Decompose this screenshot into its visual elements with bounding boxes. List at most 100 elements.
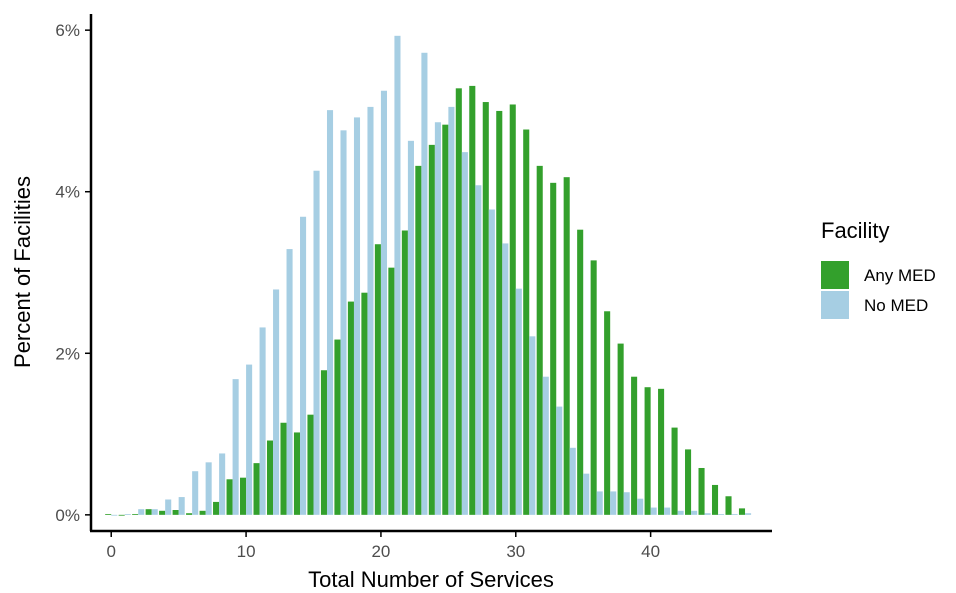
bar-no-med-9 [232,379,239,515]
legend-title: Facility [821,218,889,243]
bars-group [105,35,752,516]
bar-no-med-5 [178,497,185,515]
bar-no-med-1 [124,514,131,515]
bar-no-med-30 [515,288,522,515]
bar-no-med-14 [300,216,307,515]
bar-any-med-38 [617,343,624,515]
bar-any-med-6 [186,513,193,515]
bar-any-med-12 [266,440,274,515]
bar-no-med-41 [664,507,671,515]
x-axis-title: Total Number of Services [308,567,554,592]
bar-any-med-47 [738,508,746,515]
bar-no-med-37 [610,491,617,515]
bar-no-med-11 [259,327,266,515]
legend-label-no-med: No MED [864,296,928,315]
bar-any-med-0 [105,514,112,515]
bar-no-med-28 [488,209,495,515]
bar-no-med-35 [583,473,590,515]
bar-any-med-46 [725,496,732,515]
bar-any-med-20 [374,244,381,515]
bar-no-med-31 [529,336,536,515]
bar-any-med-26 [455,88,462,515]
bar-any-med-27 [469,85,476,515]
bar-no-med-22 [407,140,414,515]
bar-no-med-15 [313,170,320,515]
bar-no-med-34 [569,447,576,515]
bar-no-med-13 [286,249,293,515]
bar-no-med-38 [623,492,630,515]
x-ticks-group: 0 10 20 30 40 [106,531,660,561]
bar-any-med-17 [334,339,341,515]
x-tick-label: 0 [106,542,115,561]
bar-no-med-7 [205,462,212,515]
bar-no-med-18 [353,117,361,515]
bar-any-med-44 [698,467,705,515]
bar-no-med-20 [380,90,387,515]
bar-any-med-37 [604,311,611,515]
bar-no-med-29 [502,243,509,515]
y-tick-label: 4% [55,183,80,202]
bar-any-med-3 [145,509,152,515]
bar-no-med-44 [704,513,711,515]
bar-no-med-3 [151,509,158,515]
bar-any-med-36 [590,260,597,515]
x-tick-label: 10 [237,542,256,561]
bar-no-med-27 [475,185,482,515]
bar-no-med-39 [637,498,644,515]
bar-no-med-8 [219,453,226,515]
bar-no-med-32 [542,376,549,515]
bar-any-med-16 [320,370,327,515]
bar-any-med-35 [577,229,584,515]
bar-any-med-14 [293,432,301,515]
bar-no-med-45 [718,514,725,515]
bar-any-med-4 [159,510,166,515]
bar-any-med-33 [550,182,557,515]
bar-any-med-45 [711,484,719,515]
bar-no-med-47 [745,513,752,515]
bar-any-med-8 [213,501,220,515]
bar-no-med-46 [731,514,738,515]
bar-any-med-5 [172,510,179,515]
bar-no-med-21 [394,35,401,515]
bar-any-med-42 [671,427,678,515]
bar-no-med-25 [448,106,455,515]
bar-any-med-28 [482,102,489,515]
bar-any-med-21 [388,267,395,515]
bar-any-med-11 [253,463,260,515]
y-tick-label: 0% [55,506,80,525]
bar-any-med-2 [132,514,139,515]
bar-any-med-32 [536,165,543,515]
y-axis-title: Percent of Facilities [10,176,35,368]
bar-any-med-40 [644,387,651,515]
bar-no-med-42 [677,510,684,515]
bar-any-med-15 [307,414,314,515]
bar-any-med-34 [563,177,570,515]
bar-no-med-2 [138,509,145,515]
bar-no-med-4 [165,499,172,515]
bar-no-med-17 [340,130,347,515]
bar-any-med-10 [240,477,247,515]
bar-no-med-24 [434,122,441,515]
bar-any-med-41 [658,388,665,515]
bar-no-med-19 [367,106,374,515]
bar-no-med-36 [596,491,603,515]
x-tick-label: 30 [506,542,525,561]
legend-key-no-med [821,291,849,319]
bar-no-med-12 [273,289,280,515]
legend-key-any-med [821,261,849,289]
bar-any-med-43 [685,449,692,515]
bar-no-med-10 [246,364,253,515]
legend-label-any-med: Any MED [864,266,936,285]
bar-no-med-33 [556,406,563,515]
bar-any-med-13 [280,422,287,515]
bar-any-med-22 [401,230,408,515]
bar-no-med-6 [192,471,199,515]
bar-any-med-1 [118,514,125,516]
bar-no-med-16 [326,110,334,515]
x-tick-label: 40 [641,542,660,561]
bar-any-med-18 [347,301,354,515]
axes-group [89,14,772,533]
legend: Facility Any MED No MED [821,218,936,319]
bar-no-med-40 [650,507,657,515]
